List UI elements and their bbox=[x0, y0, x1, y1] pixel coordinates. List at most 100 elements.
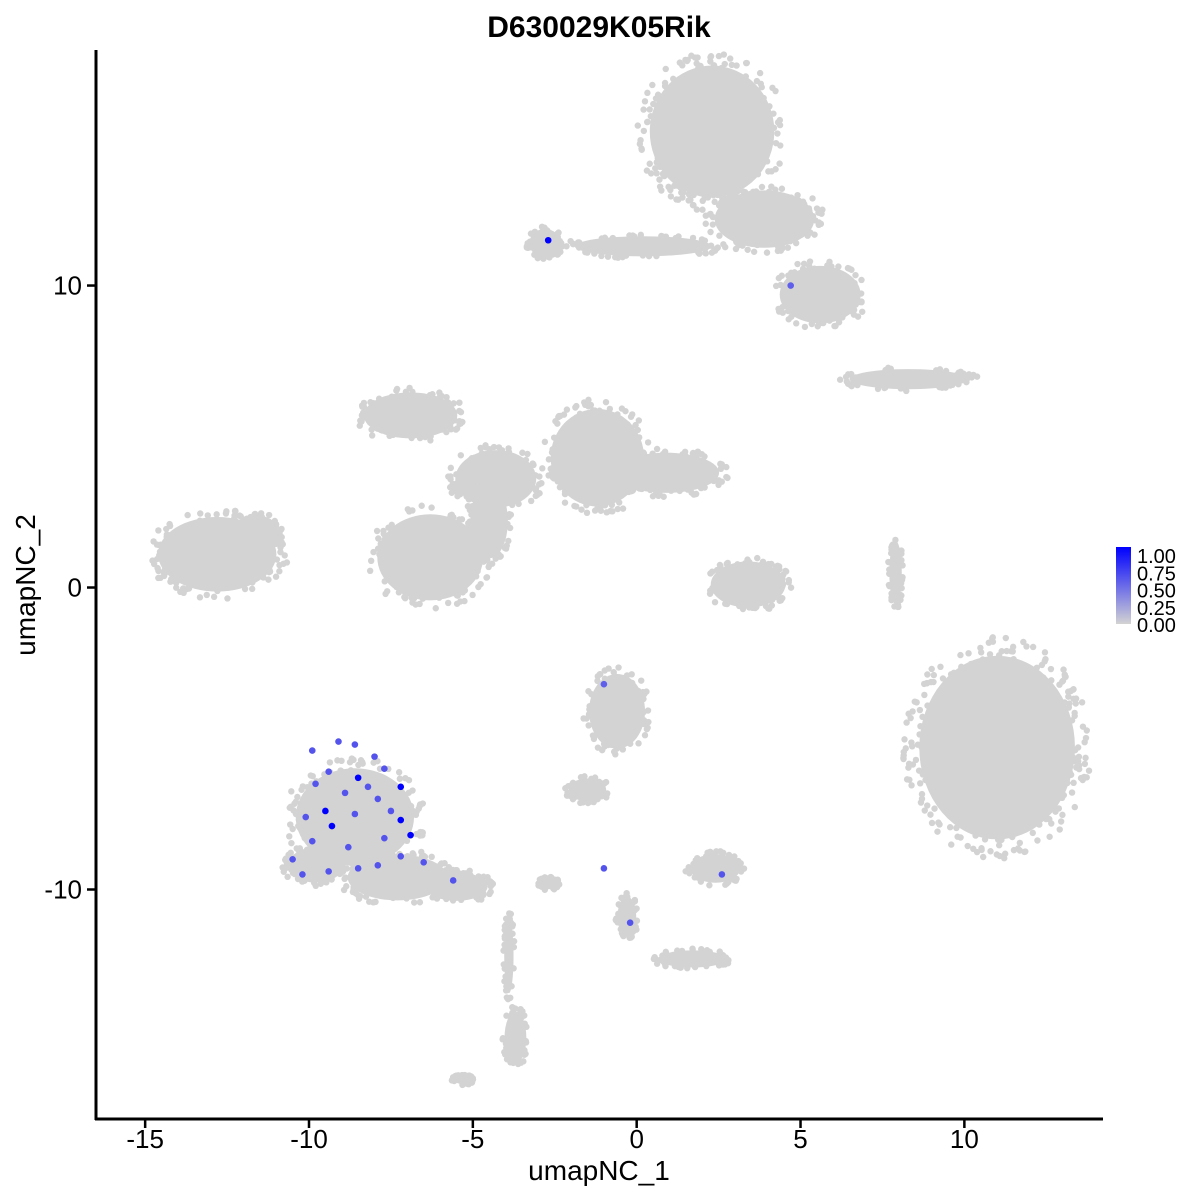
cell-point bbox=[472, 490, 479, 497]
cell-point bbox=[603, 791, 610, 799]
cell-point bbox=[631, 452, 638, 460]
cell-point bbox=[445, 473, 452, 480]
cell-point bbox=[416, 899, 424, 906]
cell-point bbox=[794, 191, 801, 199]
cell-point bbox=[358, 758, 366, 766]
cell-point bbox=[425, 880, 432, 888]
cell-point bbox=[957, 651, 964, 659]
cell-point bbox=[578, 506, 585, 513]
cell-point bbox=[682, 868, 689, 875]
cell-point bbox=[456, 399, 463, 406]
cell-point bbox=[614, 461, 621, 468]
cell-point bbox=[885, 558, 892, 566]
cell-point bbox=[1036, 821, 1043, 828]
expressing-cell-point bbox=[351, 810, 359, 818]
cell-cluster bbox=[682, 848, 748, 889]
cell-point bbox=[998, 648, 1005, 655]
cell-point bbox=[505, 537, 512, 545]
cell-point bbox=[457, 598, 464, 605]
cell-point bbox=[295, 816, 303, 823]
cell-point bbox=[727, 55, 734, 62]
cell-point bbox=[900, 755, 907, 763]
cell-point bbox=[549, 446, 556, 453]
cell-point bbox=[693, 206, 701, 213]
cell-point bbox=[690, 201, 697, 209]
cell-point bbox=[602, 778, 610, 786]
cell-point bbox=[287, 821, 294, 828]
cell-point bbox=[754, 170, 762, 178]
cell-point bbox=[402, 388, 410, 396]
cell-point bbox=[426, 391, 434, 399]
cell-point bbox=[946, 824, 954, 831]
cell-cluster bbox=[706, 554, 795, 613]
cluster-cloud bbox=[649, 65, 775, 198]
cell-point bbox=[1085, 767, 1093, 774]
cell-point bbox=[488, 880, 496, 887]
cell-point bbox=[835, 263, 842, 270]
cell-point bbox=[418, 848, 425, 856]
cell-point bbox=[403, 837, 411, 845]
cell-point bbox=[265, 546, 273, 554]
cell-point bbox=[1057, 818, 1065, 825]
cell-point bbox=[380, 527, 387, 535]
cell-point bbox=[653, 159, 660, 166]
cell-point bbox=[196, 594, 204, 601]
cell-point bbox=[350, 886, 357, 893]
cell-point bbox=[850, 378, 857, 386]
cell-point bbox=[700, 458, 707, 465]
cell-cluster bbox=[499, 1004, 530, 1068]
cell-point bbox=[362, 414, 369, 421]
cell-point bbox=[723, 880, 731, 887]
cell-point bbox=[451, 417, 458, 424]
expressing-cell-point bbox=[449, 877, 457, 884]
cell-point bbox=[775, 308, 783, 315]
cell-point bbox=[467, 518, 474, 525]
expressing-cell-point bbox=[299, 871, 306, 878]
cell-point bbox=[740, 188, 747, 195]
cell-point bbox=[839, 314, 846, 321]
cell-point bbox=[899, 562, 906, 569]
cell-point bbox=[674, 947, 681, 954]
cell-point bbox=[320, 878, 328, 885]
cell-point bbox=[689, 946, 696, 953]
cell-point bbox=[1075, 762, 1083, 769]
cell-point bbox=[766, 103, 773, 110]
cell-point bbox=[687, 196, 694, 204]
cell-point bbox=[334, 757, 341, 764]
expressing-cell-point bbox=[600, 865, 608, 872]
cell-point bbox=[736, 602, 743, 610]
cell-point bbox=[703, 962, 710, 970]
cell-point bbox=[1066, 750, 1073, 758]
cell-point bbox=[928, 665, 935, 673]
cell-cluster bbox=[336, 848, 454, 906]
cell-point bbox=[1060, 666, 1067, 673]
cell-point bbox=[707, 242, 715, 249]
cell-point bbox=[276, 561, 283, 569]
cell-point bbox=[1056, 700, 1064, 707]
cell-point bbox=[886, 570, 893, 577]
cell-point bbox=[355, 895, 363, 902]
cell-point bbox=[226, 584, 233, 591]
cell-point bbox=[692, 490, 700, 498]
cell-point bbox=[769, 84, 776, 92]
cell-point bbox=[932, 792, 939, 799]
cell-point bbox=[800, 260, 808, 267]
cell-point bbox=[251, 511, 258, 518]
cell-point bbox=[710, 62, 718, 69]
cell-point bbox=[785, 307, 793, 314]
cell-point bbox=[753, 77, 761, 85]
cell-point bbox=[813, 205, 821, 212]
cell-point bbox=[918, 743, 925, 751]
cell-point bbox=[470, 536, 478, 543]
cell-point bbox=[416, 434, 424, 442]
cell-point bbox=[272, 573, 280, 580]
cell-point bbox=[636, 140, 644, 148]
cell-point bbox=[832, 322, 839, 330]
cell-point bbox=[294, 875, 302, 883]
cell-point bbox=[733, 858, 740, 866]
cell-point bbox=[499, 1035, 507, 1042]
cell-point bbox=[1061, 671, 1068, 678]
cell-point bbox=[388, 529, 395, 536]
cell-point bbox=[500, 494, 508, 501]
cell-point bbox=[561, 499, 569, 506]
